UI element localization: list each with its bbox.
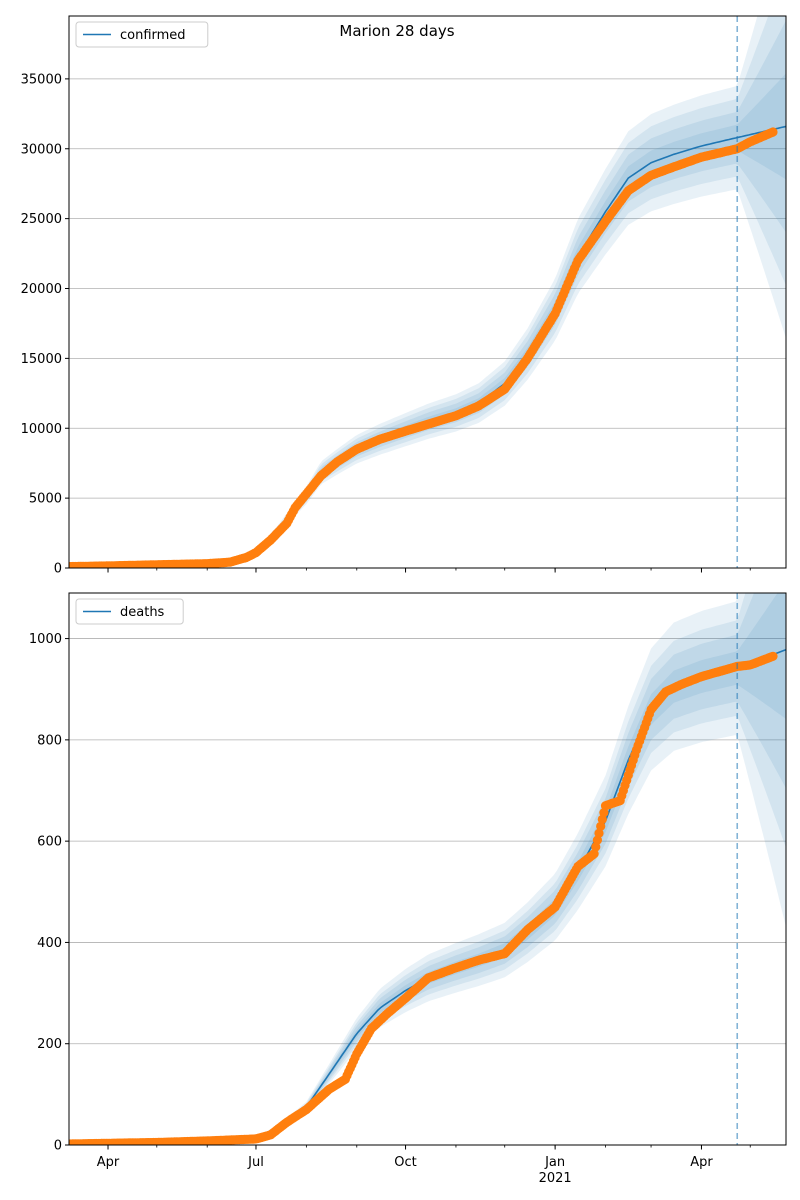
observed-point (599, 808, 609, 818)
y-tick-label: 5000 (29, 492, 62, 507)
legend-box (75, 598, 184, 625)
legend: confirmed (75, 21, 209, 48)
uncertainty-band (69, 73, 786, 567)
y-tick-label: 30000 (21, 142, 62, 157)
y-tick-label: 10000 (21, 422, 62, 437)
x-tick-label: Jul (247, 1155, 264, 1170)
y-tick-label: 0 (54, 562, 62, 577)
plot-area (69, 16, 786, 568)
uncertainty-band (69, 16, 786, 567)
observed-point (768, 651, 778, 661)
uncertainty-band (69, 593, 786, 1145)
y-tick-label: 35000 (21, 72, 62, 87)
figure-title: Marion 28 days (339, 22, 454, 40)
observed-point (592, 835, 603, 845)
uncertainty-band (69, 16, 786, 567)
observed-point (768, 127, 778, 137)
observed-point (596, 821, 606, 831)
y-tick-label: 400 (37, 936, 62, 951)
plot-area (69, 593, 786, 1145)
observed-point (589, 849, 599, 859)
axes-frame (68, 592, 787, 1146)
x-tick-label: Apr (97, 1155, 120, 1170)
x-tick-label: Oct (394, 1155, 416, 1170)
x-tick-label: Apr (690, 1155, 713, 1170)
x-tick-sublabel: 2021 (539, 1171, 572, 1186)
y-tick-label: 800 (37, 733, 62, 748)
y-tick-label: 15000 (21, 352, 62, 367)
y-tick-label: 200 (37, 1037, 62, 1052)
uncertainty-band (69, 20, 786, 567)
legend-label: deaths (120, 605, 165, 620)
legend-box (75, 21, 209, 48)
legend-label: confirmed (120, 28, 186, 43)
y-tick-label: 25000 (21, 212, 62, 227)
uncertainty-band (69, 593, 786, 1145)
y-tick-label: 600 (37, 835, 62, 850)
y-tick-label: 0 (54, 1139, 62, 1154)
legend: deaths (75, 598, 184, 625)
y-tick-label: 20000 (21, 282, 62, 297)
axes-frame (68, 15, 787, 569)
confirmed-panel: 0 5000 10000 15000 20000 25000 30000 35000 confi… (21, 15, 787, 577)
uncertainty-band (69, 593, 786, 1145)
x-tick-label: Jan (544, 1155, 565, 1170)
y-tick-label: 1000 (29, 632, 62, 647)
observed-point (594, 828, 604, 838)
